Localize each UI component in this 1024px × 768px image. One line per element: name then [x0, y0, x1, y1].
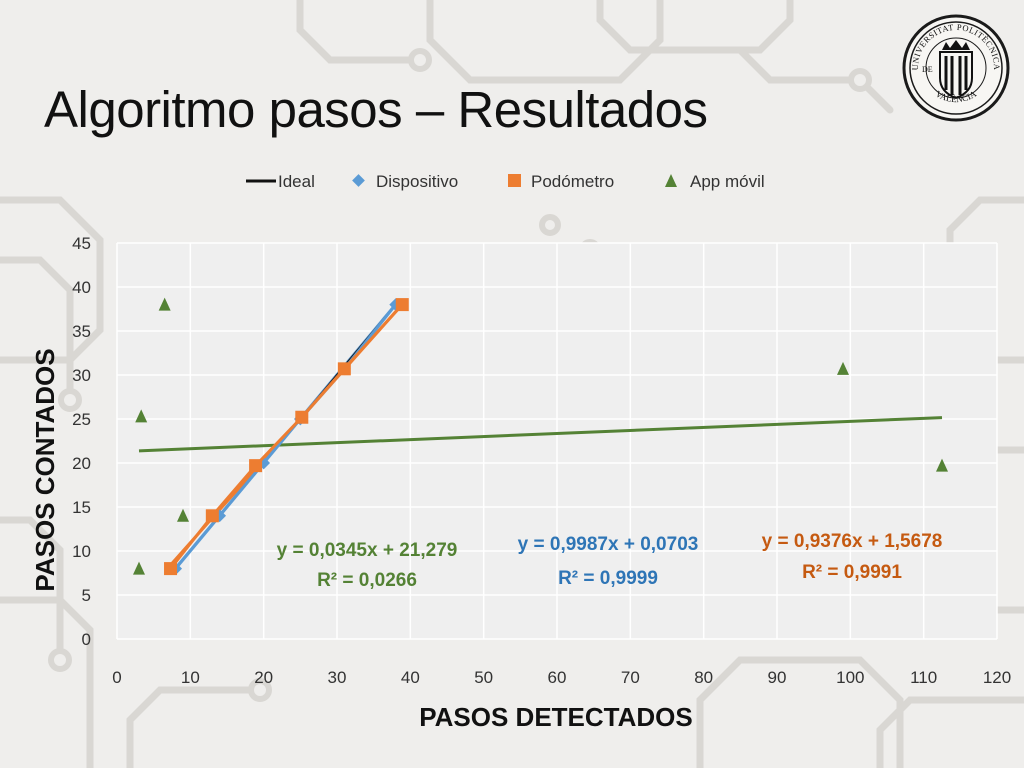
x-tick-label: 30 — [328, 668, 347, 687]
dispositivo-r2: R² = 0,9999 — [558, 568, 658, 589]
y-tick-label: 5 — [82, 586, 91, 605]
app-r2: R² = 0,0266 — [317, 570, 417, 591]
legend-app-label: App móvil — [690, 172, 765, 191]
y-tick-label: 0 — [82, 630, 91, 649]
y-tick-label: 35 — [72, 322, 91, 341]
x-tick-label: 90 — [768, 668, 787, 687]
x-tick-label: 80 — [694, 668, 713, 687]
x-tick-label: 0 — [112, 668, 121, 687]
podometro-point — [164, 562, 178, 576]
x-tick-label: 110 — [910, 668, 937, 687]
x-axis-title: PASOS DETECTADOS — [419, 702, 693, 732]
seal-text-de: DE — [922, 65, 933, 74]
legend: Ideal Dispositivo Podómetro App móvil — [246, 172, 765, 191]
podometro-point — [395, 298, 409, 312]
gridlines — [116, 242, 998, 640]
legend-dispositivo-label: Dispositivo — [376, 172, 458, 191]
x-tick-label: 60 — [548, 668, 567, 687]
x-tick-label: 100 — [836, 668, 864, 687]
app-movil-point — [936, 458, 948, 472]
podometro-point — [249, 459, 263, 473]
app-equation: y = 0,0345x + 21,279 — [277, 540, 458, 561]
y-tick-label: 30 — [72, 366, 91, 385]
app-movil-point — [135, 409, 148, 423]
app-movil-point — [837, 361, 849, 375]
x-tick-label: 10 — [181, 668, 200, 687]
legend-app-triangle-icon — [665, 174, 677, 187]
y-tick-label: 25 — [72, 410, 91, 429]
podometro-point — [205, 509, 219, 523]
legend-ideal-label: Ideal — [278, 172, 315, 191]
podometro-point — [295, 410, 309, 424]
dispositivo-equation: y = 0,9987x + 0,0703 — [518, 534, 699, 555]
x-tick-labels: 0 10 20 30 40 50 60 70 80 90 100 110 120 — [112, 668, 1011, 687]
y-tick-label: 10 — [72, 542, 91, 561]
podometro-equation: y = 0,9376x + 1,5678 — [762, 531, 943, 552]
y-tick-labels: 0 5 10 15 20 25 30 35 40 45 — [72, 234, 91, 649]
y-axis-title: PASOS CONTADOS — [30, 348, 60, 591]
podometro-r2: R² = 0,9991 — [802, 562, 902, 583]
podometro-point — [337, 362, 351, 376]
y-tick-label: 45 — [72, 234, 91, 253]
x-tick-label: 20 — [254, 668, 273, 687]
data-series — [133, 297, 948, 576]
app-movil-point — [177, 508, 189, 522]
podometro-series-line — [169, 303, 404, 570]
x-tick-label: 70 — [621, 668, 640, 687]
university-seal-logo: UNIVERSITAT POLITÈCNICA DE VALÈNCIA — [902, 14, 1010, 122]
y-tick-label: 20 — [72, 454, 91, 473]
x-tick-label: 40 — [401, 668, 420, 687]
y-tick-label: 15 — [72, 498, 91, 517]
app-movil-trendline — [138, 416, 943, 453]
legend-dispositivo-diamond-icon — [352, 174, 365, 187]
legend-podometro-square-icon — [508, 174, 521, 187]
app-movil-point — [133, 561, 145, 575]
x-tick-label: 50 — [474, 668, 493, 687]
app-movil-point — [158, 297, 171, 311]
x-tick-label: 120 — [983, 668, 1011, 687]
slide-title: Algoritmo pasos – Resultados — [44, 81, 708, 138]
y-tick-label: 40 — [72, 278, 91, 297]
legend-podometro-label: Podómetro — [531, 172, 614, 191]
